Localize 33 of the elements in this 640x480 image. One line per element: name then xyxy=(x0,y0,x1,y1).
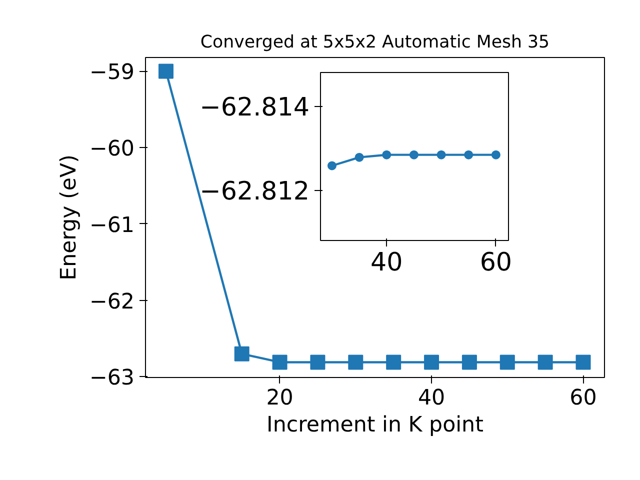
point xyxy=(272,354,288,370)
point xyxy=(462,354,477,370)
x-tick-label: 20 xyxy=(266,386,294,410)
point xyxy=(500,354,515,370)
y-axis-title: Energy (eV) xyxy=(56,154,82,280)
y-tick-label: −60 xyxy=(89,136,135,162)
point xyxy=(538,354,553,370)
point xyxy=(409,150,418,160)
point xyxy=(158,64,174,79)
point xyxy=(436,150,446,160)
point xyxy=(382,150,392,160)
chart-title: Converged at 5x5x2 Automatic Mesh 35 xyxy=(200,32,550,52)
point xyxy=(234,346,250,362)
y-tick-label: −63 xyxy=(89,366,135,391)
y-tick-label: −62.814 xyxy=(200,92,310,122)
x-tick-label: 60 xyxy=(480,246,512,276)
point xyxy=(576,354,591,370)
point xyxy=(464,150,474,160)
point xyxy=(491,150,500,160)
x-tick-label: 40 xyxy=(370,246,403,276)
point xyxy=(310,354,326,370)
x-tick-label: 60 xyxy=(570,386,597,410)
y-tick-label: −62 xyxy=(89,289,135,314)
x-axis-title: Increment in K point xyxy=(266,412,484,438)
point xyxy=(348,354,364,370)
point xyxy=(354,152,364,162)
point xyxy=(386,354,402,370)
y-tick-label: −59 xyxy=(89,60,135,86)
point xyxy=(424,354,440,370)
y-tick-label: −62.812 xyxy=(200,176,310,206)
y-tick-label: −61 xyxy=(89,212,135,238)
x-tick-label: 40 xyxy=(418,386,446,410)
point xyxy=(327,161,336,170)
